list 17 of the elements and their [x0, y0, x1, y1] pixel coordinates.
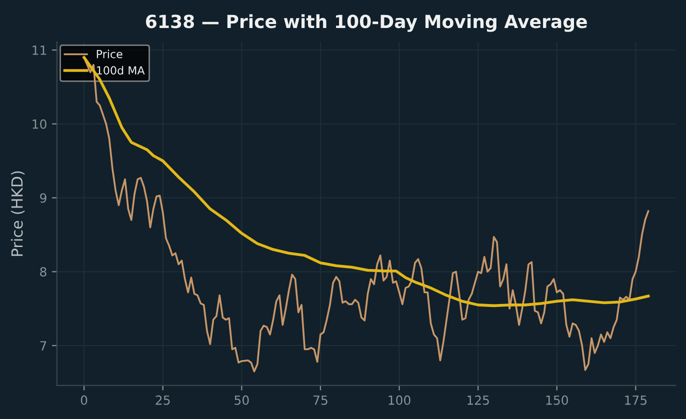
- x-tick-label: 0: [80, 395, 88, 405]
- y-axis-title: Price (HKD): [10, 171, 25, 256]
- legend-label: Price: [96, 50, 122, 58]
- chart-title: 6138 — Price with 100-Day Moving Average: [146, 14, 587, 32]
- x-tick-label: 100: [388, 395, 410, 405]
- x-tick-label: 50: [234, 395, 249, 405]
- x-tick-label: 150: [546, 395, 568, 405]
- y-tick-label: 7: [40, 341, 46, 350]
- y-tick-label: 11: [32, 46, 46, 55]
- x-tick-label: 25: [156, 395, 170, 405]
- x-tick-label: 125: [468, 395, 489, 405]
- y-tick-label: 8: [40, 267, 46, 277]
- x-tick-label: 75: [314, 396, 328, 405]
- x-tick-label: 175: [625, 396, 647, 405]
- legend-label: 100d MA: [97, 66, 145, 75]
- y-tick-label: 10: [32, 119, 46, 129]
- y-tick-label: 9: [40, 193, 46, 203]
